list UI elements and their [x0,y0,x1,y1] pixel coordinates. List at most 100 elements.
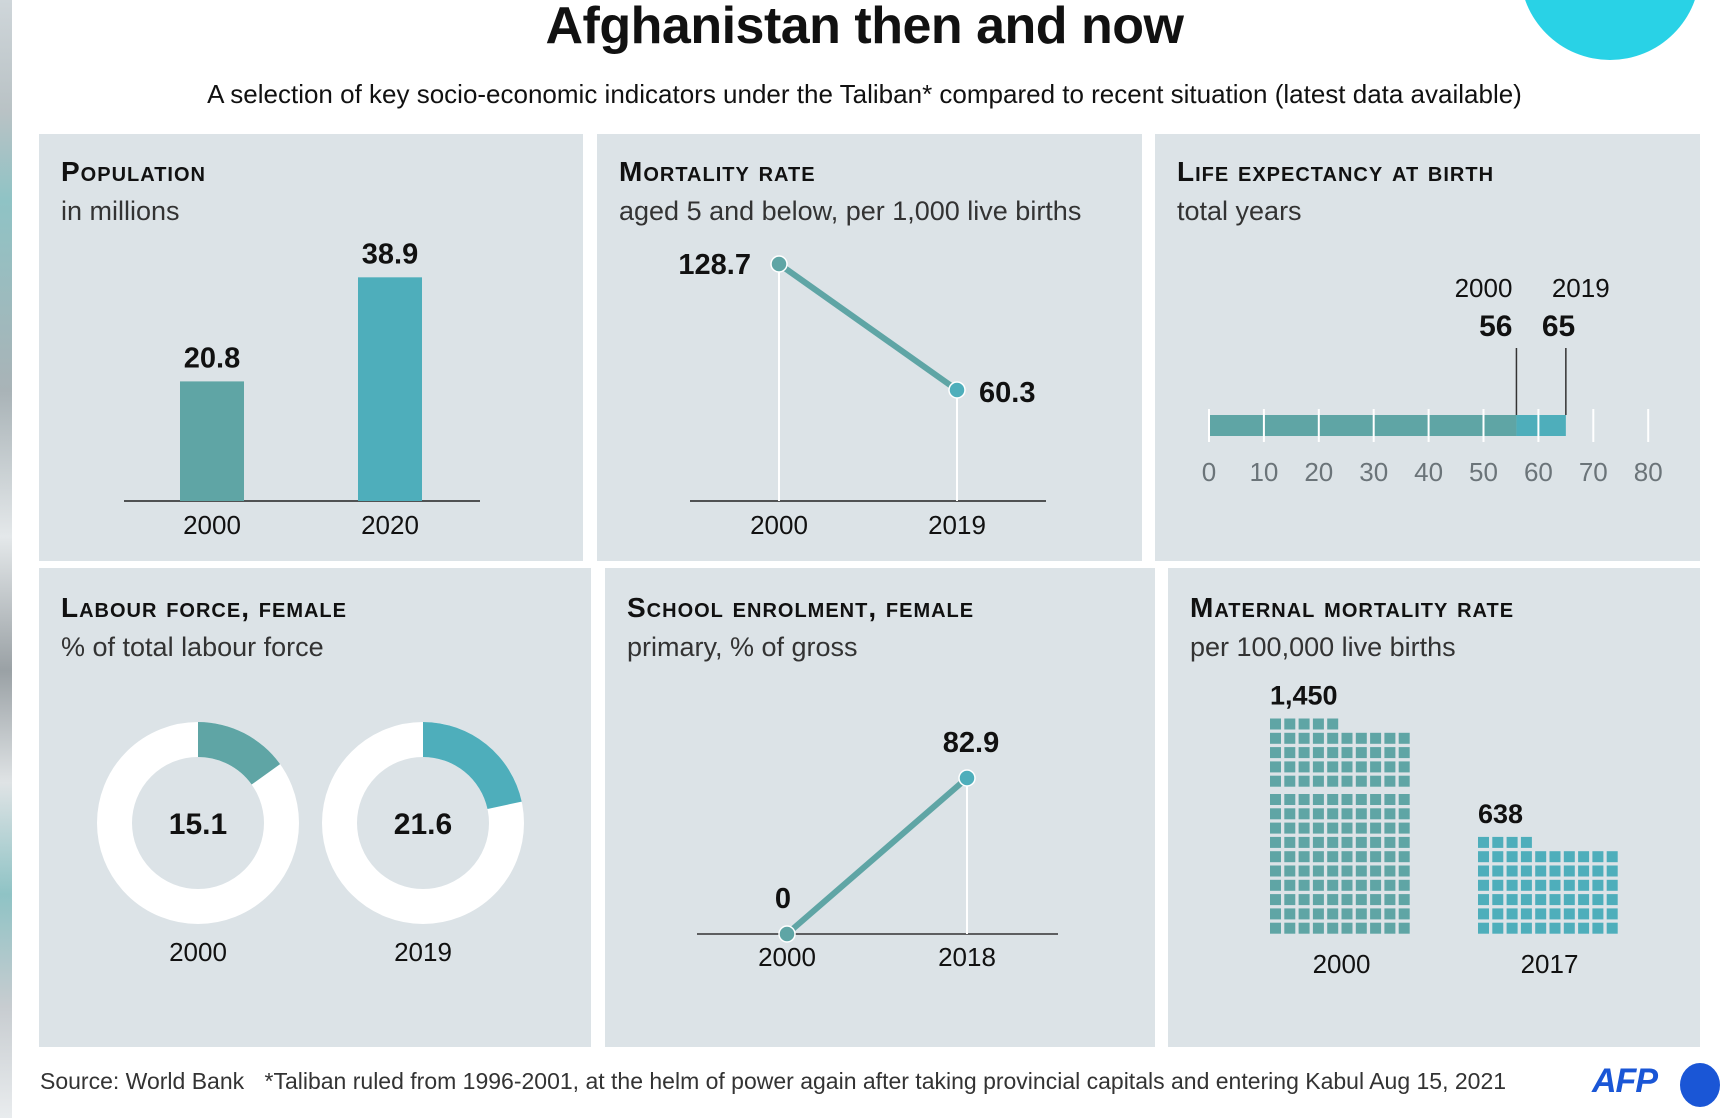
panel-life-expectancy: Life expectancy at birth total years 0 10… [1155,134,1700,561]
unit-square [1312,747,1324,759]
unit-square [1592,879,1604,891]
unit-square [1384,747,1396,759]
unit-square [1355,775,1367,787]
unit-square [1298,808,1310,820]
unit-square [1355,747,1367,759]
unit-square [1327,718,1339,730]
unit-square [1312,718,1324,730]
unit-square [1341,836,1353,848]
unit-square [1606,922,1618,934]
unit-square [1563,894,1575,906]
unit-square [1312,879,1324,891]
unit-square [1384,808,1396,820]
year-label: 2000 [1455,273,1513,303]
unit-square [1535,908,1547,920]
unit-square [1327,794,1339,805]
unit-square [1355,922,1367,934]
unit-square [1370,836,1382,848]
unit-square [1370,775,1382,787]
unit-square [1370,747,1382,759]
unit-square [1578,922,1590,934]
unit-square [1327,894,1339,906]
source-text: Source: World Bank [40,1068,245,1094]
unit-square [1284,879,1296,891]
unit-square [1398,851,1410,863]
unit-square [1284,851,1296,863]
unit-square [1284,922,1296,934]
unit-square [1355,865,1367,877]
unit-square [1270,836,1281,848]
unit-square [1327,922,1339,934]
unit-square [1298,732,1310,744]
donut-slice-2019 [423,722,522,810]
unit-square [1506,908,1518,920]
unit-square [1284,894,1296,906]
unit-square [1478,922,1489,934]
unit-square [1298,761,1310,773]
unit-square [1327,732,1339,744]
bar-2019 [1516,415,1566,436]
x-tick-label: 2017 [1521,949,1579,979]
unit-square [1398,836,1410,848]
unit-square [1384,775,1396,787]
unit-square [1298,865,1310,877]
donut-slice-2000 [198,722,281,785]
afp-logo-icon [1680,1063,1720,1107]
unit-square [1355,822,1367,834]
unit-square [1578,908,1590,920]
unit-square [1341,732,1353,744]
unit-square [1270,794,1281,805]
unit-square [1520,894,1532,906]
unit-square [1384,879,1396,891]
unit-square [1549,851,1561,863]
maternal-mortality-chart: 1,450 2000 638 2017 [1270,681,1618,979]
unit-square [1327,761,1339,773]
unit-square [1384,894,1396,906]
unit-square [1327,836,1339,848]
unit-square [1535,922,1547,934]
unit-square [1492,894,1504,906]
panel-title: Labour force, female [61,592,347,623]
unit-square [1370,894,1382,906]
x-tick-label: 10 [1249,457,1278,487]
x-tick-label: 30 [1359,457,1388,487]
unit-square [1370,822,1382,834]
unit-square [1284,775,1296,787]
unit-square [1492,922,1504,934]
bar-2000 [180,381,244,501]
x-tick-label: 20 [1304,457,1333,487]
unit-square [1312,732,1324,744]
unit-square [1384,761,1396,773]
unit-square [1384,922,1396,934]
unit-square [1284,836,1296,848]
unit-square [1578,851,1590,863]
unit-square [1270,718,1281,730]
value-label: 638 [1478,799,1523,829]
unit-square [1549,908,1561,920]
unit-square [1270,775,1281,787]
panel-mortality-rate: Mortality rate aged 5 and below, per 1,0… [597,134,1142,561]
x-tick-label: 80 [1634,457,1663,487]
x-tick-label: 2000 [169,937,227,967]
value-label: 38.9 [362,238,418,270]
unit-square [1398,761,1410,773]
panel-subtitle: per 100,000 live births [1190,632,1456,662]
panel-maternal-mortality: Maternal mortality rate per 100,000 live… [1168,568,1700,1047]
unit-square [1520,851,1532,863]
unit-square [1312,922,1324,934]
unit-square [1298,851,1310,863]
life-expectancy-chart: 0 10 20 30 40 50 60 70 80 2000 2019 56 65 [1202,273,1663,487]
unit-square [1478,879,1489,891]
unit-square [1327,822,1339,834]
unit-square [1341,761,1353,773]
unit-square [1270,747,1281,759]
x-tick-label: 50 [1469,457,1498,487]
value-label: 56 [1479,310,1512,343]
unit-square [1535,851,1547,863]
unit-square [1384,865,1396,877]
panel-subtitle: in millions [61,196,180,226]
panel-school-enrolment: School enrolment, female primary, % of g… [605,568,1155,1047]
unit-square [1355,761,1367,773]
unit-square [1341,879,1353,891]
footnote-text: *Taliban ruled from 1996-2001, at the he… [264,1068,1507,1094]
